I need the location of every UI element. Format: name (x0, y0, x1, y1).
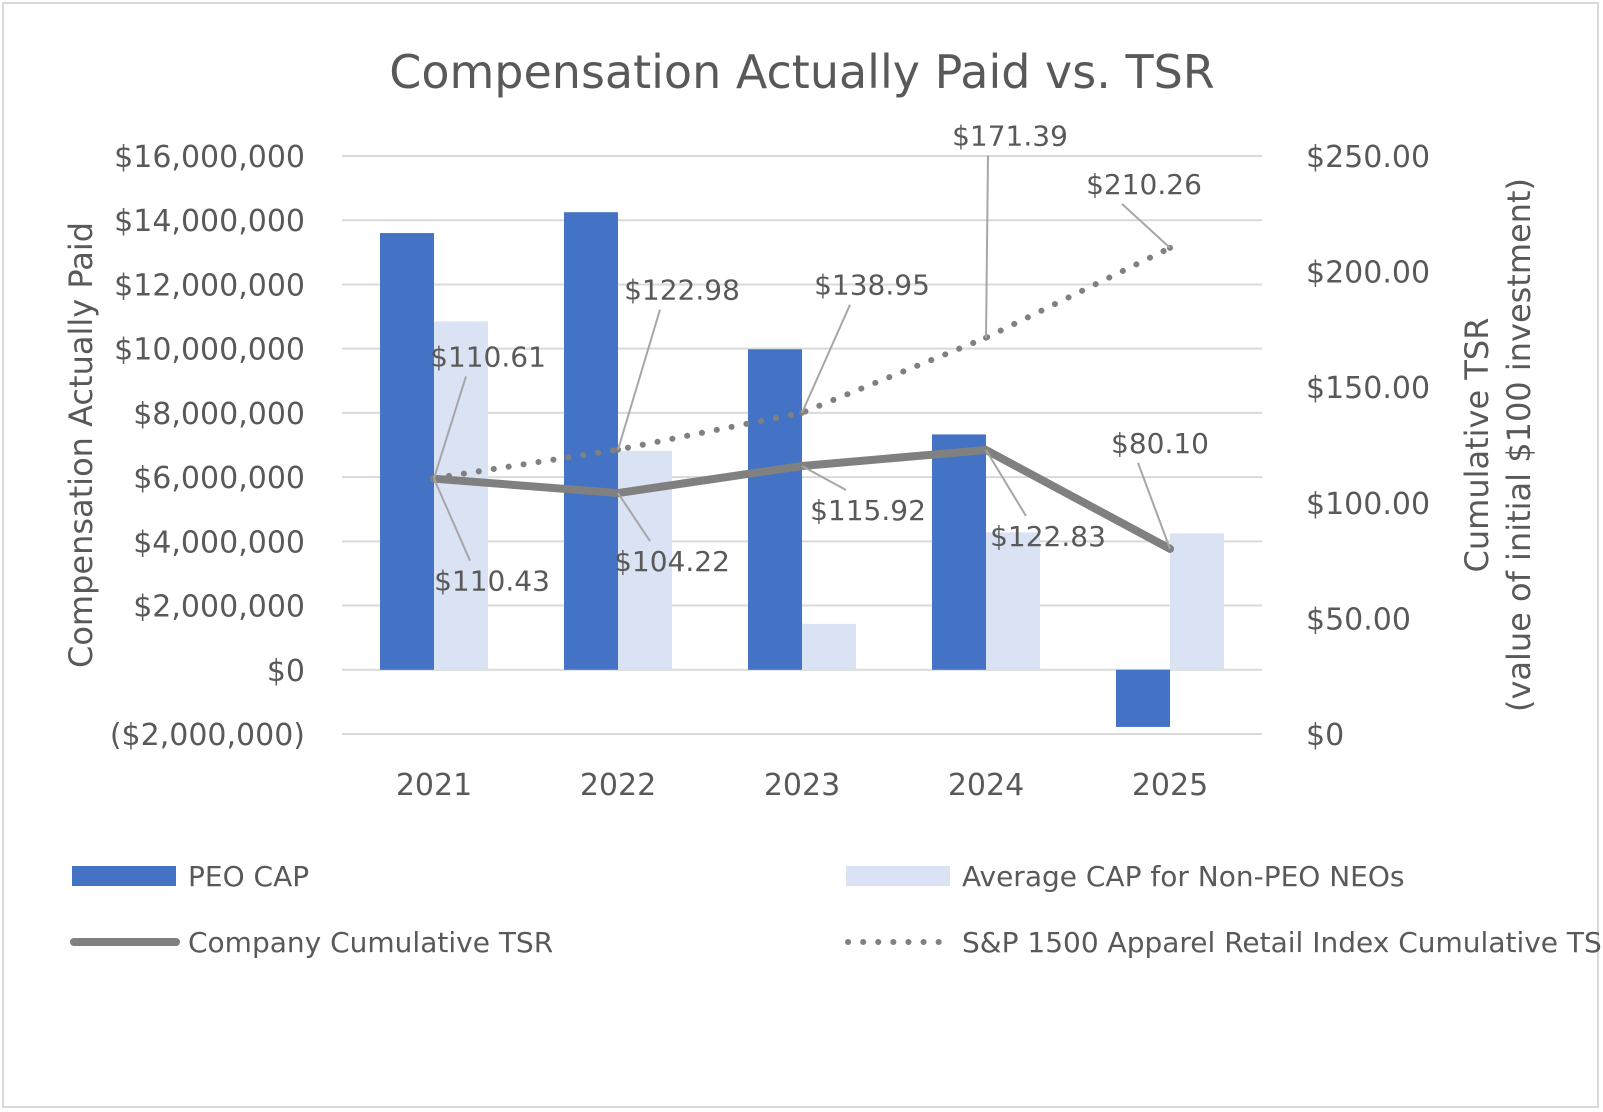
y2-tick-label: $250.00 (1306, 140, 1430, 175)
x-tick-label: 2023 (764, 768, 840, 803)
x-tick-label: 2022 (580, 768, 656, 803)
company-tsr-label: $115.92 (810, 494, 926, 527)
bar-non-peo-cap (434, 321, 488, 670)
bar-non-peo-cap (1170, 533, 1224, 670)
y2-tick-label: $50.00 (1306, 602, 1411, 637)
x-tick-label: 2025 (1132, 768, 1208, 803)
index-tsr-label: $210.26 (1086, 168, 1202, 201)
index-tsr-label-leader (433, 375, 467, 479)
index-tsr-label-leader (985, 155, 989, 338)
y-tick-label: ($2,000,000) (110, 718, 305, 753)
company-tsr-label: $80.10 (1111, 427, 1209, 460)
y-tick-label: $4,000,000 (133, 525, 305, 560)
y-tick-label: $16,000,000 (114, 140, 305, 175)
bar-peo-cap (932, 434, 986, 670)
y-tick-label: $6,000,000 (133, 461, 305, 496)
company-tsr-label-leader (433, 478, 471, 562)
bar-peo-cap (380, 233, 434, 670)
company-tsr-label-leader (617, 492, 651, 542)
company-tsr-label: $104.22 (614, 545, 730, 578)
index-tsr-label-leader (617, 309, 661, 450)
company-tsr-label-leader (801, 465, 847, 491)
index-tsr-label: $138.95 (814, 269, 930, 302)
legend-label-peo: PEO CAP (188, 860, 309, 893)
chart-title: Compensation Actually Paid vs. TSR (389, 45, 1215, 99)
y2-axis-title-line2: (value of initial $100 investment) (1500, 178, 1538, 712)
y-tick-label: $0 (267, 654, 305, 689)
company-tsr-label-leader (985, 449, 1027, 517)
index-tsr-label-leader (1121, 203, 1171, 249)
company-tsr-label: $122.83 (990, 520, 1106, 553)
index-tsr-label-leader (801, 304, 851, 414)
index-tsr-label: $171.39 (952, 120, 1068, 153)
y2-tick-label: $100.00 (1306, 487, 1430, 522)
legend-label-index: S&P 1500 Apparel Retail Index Cumulative… (962, 926, 1603, 959)
bar-peo-cap (564, 212, 618, 670)
y-tick-label: $8,000,000 (133, 397, 305, 432)
y2-tick-label: $0 (1306, 718, 1344, 753)
index-tsr-label: $110.61 (430, 340, 546, 373)
y-tick-label: $14,000,000 (114, 204, 305, 239)
y-axis-title: Compensation Actually Paid (62, 222, 100, 668)
legend-label-non-peo: Average CAP for Non-PEO NEOs (962, 860, 1404, 893)
index-tsr-label: $122.98 (624, 274, 740, 307)
y-tick-label: $2,000,000 (133, 590, 305, 625)
legend-swatch-non-peo (846, 866, 950, 886)
legend-swatch-peo (72, 866, 176, 886)
bar-peo-cap (748, 349, 802, 670)
x-tick-label: 2021 (396, 768, 472, 803)
company-tsr-label-leader (1137, 462, 1171, 550)
y2-tick-label: $200.00 (1306, 256, 1430, 291)
y-tick-label: $12,000,000 (114, 268, 305, 303)
bar-peo-cap (1116, 669, 1170, 727)
bar-non-peo-cap (802, 623, 856, 670)
company-tsr-label: $110.43 (434, 565, 550, 598)
y2-tick-label: $150.00 (1306, 371, 1430, 406)
x-tick-label: 2024 (948, 768, 1024, 803)
y2-axis-title-line1: Cumulative TSR (1458, 318, 1496, 573)
legend-label-company: Company Cumulative TSR (188, 926, 553, 959)
bar-non-peo-cap (986, 532, 1040, 670)
y-tick-label: $10,000,000 (114, 333, 305, 368)
